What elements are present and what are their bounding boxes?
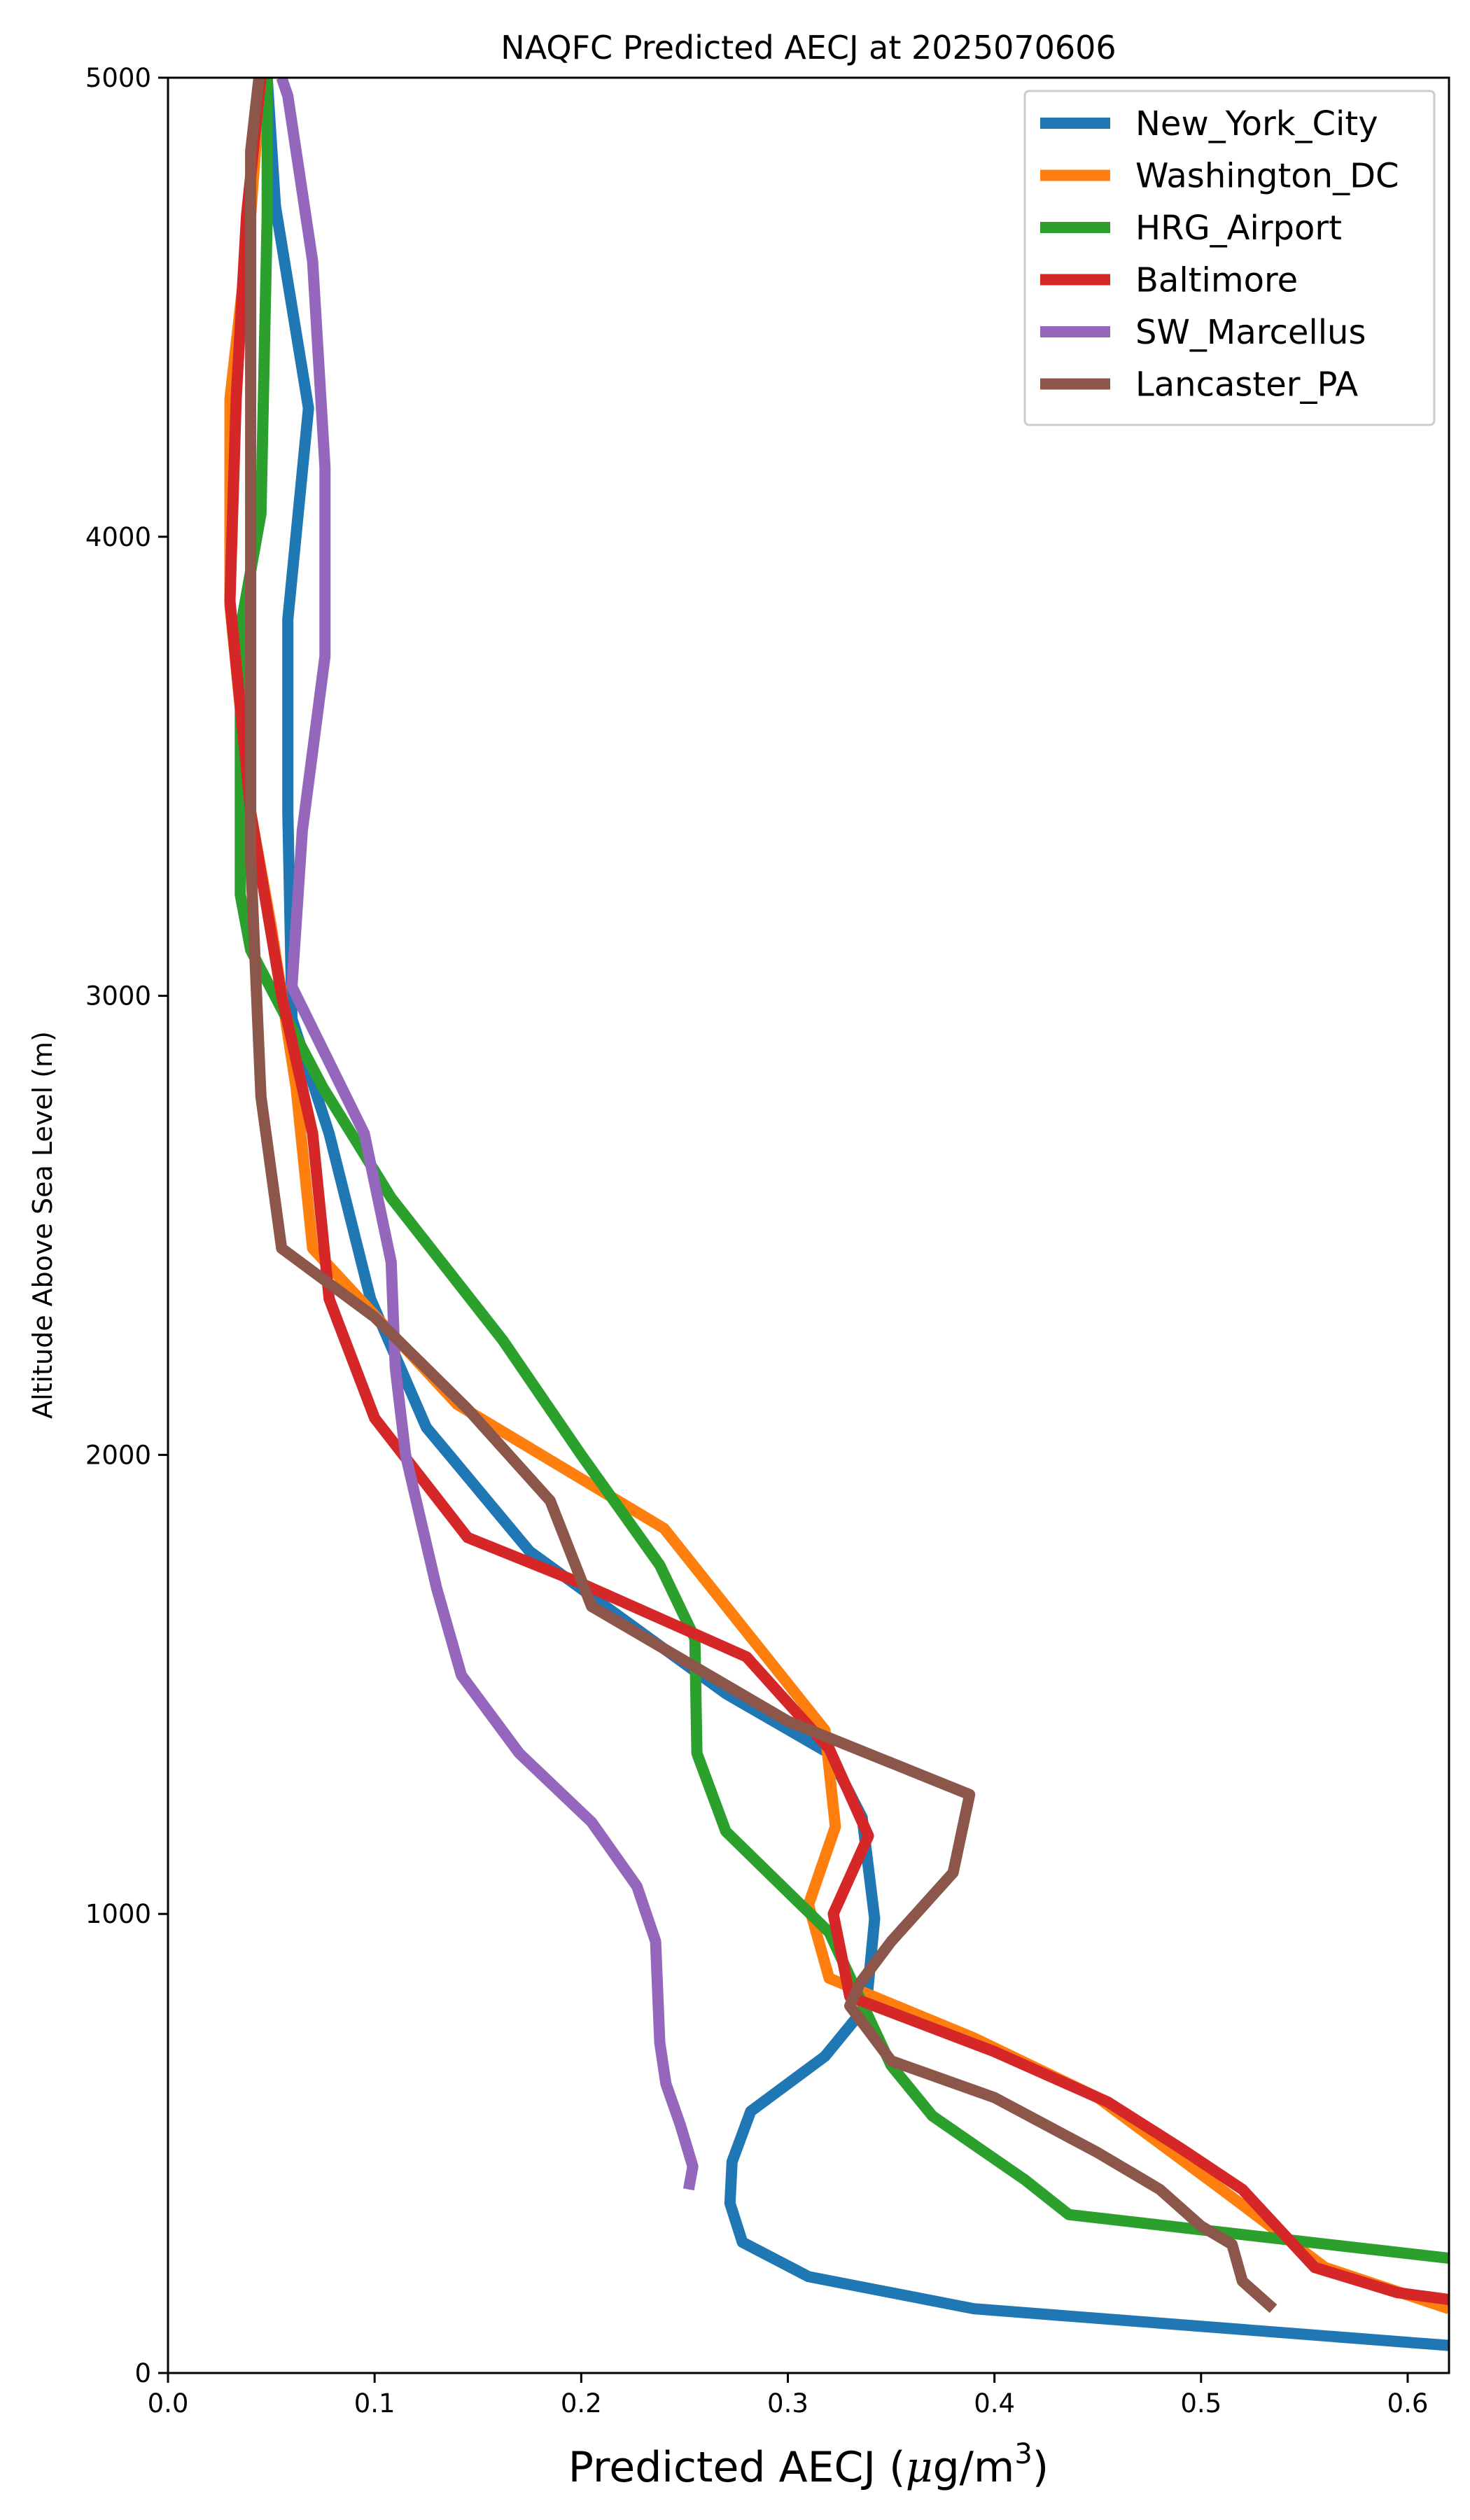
y-tick-label: 1000	[85, 1899, 151, 1929]
y-tick-label: 5000	[85, 63, 151, 93]
y-axis-label: Altitude Above Sea Level (m)	[27, 1031, 58, 1419]
x-axis-label-unit: g/m	[933, 2443, 1015, 2492]
x-axis-label-mu: μ	[906, 2443, 933, 2492]
chart-title: NAQFC Predicted AECJ at 2025070606	[500, 29, 1116, 66]
x-axis-label-superscript: 3	[1014, 2438, 1032, 2470]
x-axis-label-text: Predicted AECJ (	[568, 2443, 906, 2492]
x-axis-label: Predicted AECJ (μg/m3)	[568, 2438, 1049, 2492]
x-tick-label: 0.3	[767, 2388, 808, 2418]
legend-label: HRG_Airport	[1135, 209, 1342, 248]
legend-label: New_York_City	[1135, 104, 1378, 144]
legend-label: Lancaster_PA	[1135, 365, 1358, 405]
legend-label: Baltimore	[1135, 261, 1298, 300]
x-axis-ticks: 0.0 0.1 0.2 0.3 0.4 0.5 0.6	[148, 2373, 1429, 2418]
plot-area	[167, 76, 1450, 2374]
x-tick-label: 0.2	[561, 2388, 602, 2418]
series-line-sw-marcellus	[276, 78, 699, 2191]
series-line-baltimore	[224, 78, 1449, 2306]
x-axis-label-close: )	[1032, 2443, 1049, 2492]
x-tick-label: 0.6	[1387, 2388, 1429, 2418]
legend-label: SW_Marcellus	[1135, 313, 1366, 352]
x-tick-label: 0.5	[1180, 2388, 1222, 2418]
y-tick-label: 2000	[85, 1440, 151, 1470]
x-tick-label: 0.1	[354, 2388, 396, 2418]
series-line-lancaster-pa	[245, 78, 1278, 2314]
legend: New_York_City Washington_DC HRG_Airport Bal…	[1023, 90, 1436, 426]
y-axis-ticks: 0 1000 2000 3000 4000 5000	[85, 63, 168, 2388]
series-layer	[224, 78, 1449, 2351]
y-tick-label: 4000	[85, 522, 151, 552]
legend-label: Washington_DC	[1135, 157, 1399, 196]
y-tick-label: 0	[134, 2358, 151, 2388]
legend-frame	[1023, 90, 1436, 426]
y-tick-label: 3000	[85, 981, 151, 1011]
plot-frame	[167, 76, 1450, 2374]
x-tick-label: 0.0	[148, 2388, 189, 2418]
x-tick-label: 0.4	[974, 2388, 1015, 2418]
